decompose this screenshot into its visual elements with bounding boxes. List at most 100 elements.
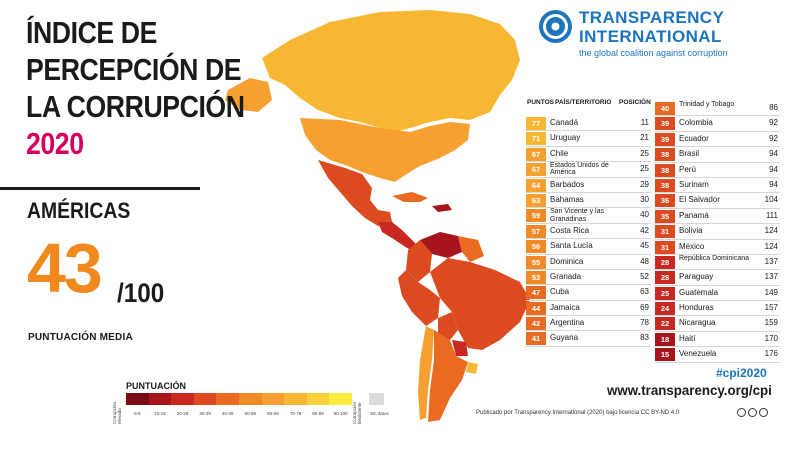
map-paraguay: [452, 340, 468, 356]
country-name: Costa Rica: [550, 225, 590, 235]
legend-no-data-label: Sin datos: [370, 411, 389, 416]
title-year: 2020: [26, 126, 84, 161]
country-name: México: [679, 241, 705, 251]
legend-swatch: [216, 393, 239, 405]
legend-swatch: [193, 393, 217, 405]
table-row: 31 México 124: [655, 240, 780, 255]
ti-logo-icon: [539, 10, 572, 43]
country-name: Perú: [679, 164, 696, 174]
country-name: El Salvador: [679, 195, 720, 205]
legend-bin-label: 40-49: [221, 411, 234, 416]
legend-swatch: [148, 393, 172, 405]
rank-value: 111: [765, 210, 778, 220]
country-name: Uruguay: [550, 133, 581, 143]
legend-swatch: [306, 393, 330, 405]
map-peru: [398, 270, 440, 326]
map-uruguay: [466, 362, 478, 374]
rank-value: 170: [764, 333, 778, 343]
country-name: Paraguay: [679, 272, 714, 282]
map-brasil: [430, 258, 530, 350]
rank-value: 86: [769, 103, 778, 112]
score-badge: 39: [655, 132, 675, 146]
legend-bin-label: 0-9: [134, 411, 141, 416]
average-label: PUNTUACIÓN MEDIA: [28, 332, 133, 343]
table-row: 42 Argentina 78: [526, 316, 651, 332]
score-denominator: /100: [117, 278, 165, 308]
map-colombia: [406, 240, 432, 282]
score-badge: 71: [526, 132, 546, 146]
table-row: 24 Honduras 157: [655, 301, 780, 317]
score-badge: 36: [655, 194, 675, 208]
rank-value: 69: [640, 302, 649, 312]
country-name: Argentina: [550, 318, 585, 328]
ranking-column-left: 77 Canadá 11 71 Uruguay 21 67 Chile 25 67 Estados …: [526, 116, 651, 347]
legend-bin-label: 80-89: [312, 411, 324, 416]
table-row: 56 Santa Lucía 45: [526, 239, 651, 255]
table-row: 40 Trinidad y Tobago 86: [655, 101, 780, 117]
legend-bin-label: 60-69: [267, 411, 279, 416]
region-label: AMÉRICAS: [27, 198, 131, 223]
score-badge: 15: [655, 348, 675, 362]
country-name: Guyana: [550, 333, 579, 343]
country-name: Bolivia: [679, 226, 703, 236]
legend-title: PUNTUACIÓN: [126, 381, 186, 391]
rank-value: 94: [769, 179, 778, 189]
score-badge: 59: [526, 209, 546, 223]
rank-value: 149: [764, 287, 778, 297]
map-cuba: [392, 192, 428, 202]
score-badge: 38: [655, 148, 675, 162]
score-badge: 67: [526, 163, 546, 177]
map-guyanas: [458, 236, 484, 262]
rank-value: 42: [640, 225, 649, 235]
legend-bin-label: 70-79: [289, 411, 302, 416]
score-badge: 64: [526, 178, 546, 192]
country-name: Cuba: [550, 287, 570, 297]
legend-bin-label: 10-19: [154, 411, 166, 416]
rank-value: 48: [640, 256, 649, 266]
rank-value: 52: [640, 271, 649, 281]
rank-value: 137: [764, 272, 778, 282]
rank-value: 94: [769, 149, 778, 159]
legend-bar: [126, 393, 352, 405]
rank-value: 92: [769, 118, 778, 128]
rank-value: 63: [640, 287, 649, 297]
table-row: 71 Uruguay 21: [526, 131, 651, 147]
table-row: 53 Granada 52: [526, 270, 651, 286]
table-row: 47 Cuba 63: [526, 285, 651, 301]
map-mexico: [318, 160, 392, 226]
rank-value: 30: [640, 194, 649, 204]
country-name: Colombia: [679, 118, 713, 128]
score-badge: 38: [655, 178, 675, 192]
score-badge: 55: [526, 255, 546, 269]
country-name: Brasil: [679, 149, 700, 159]
rank-value: 137: [764, 256, 778, 266]
legend-bin-label: 90-100: [333, 411, 348, 416]
table-row: 22 Nicaragua 159: [655, 316, 780, 332]
logo-line-2: INTERNATIONAL: [579, 27, 722, 46]
score-badge: 57: [526, 224, 546, 238]
logo-line-1: TRANSPARENCY: [579, 8, 725, 27]
website-link[interactable]: www.transparency.org/cpi: [607, 382, 772, 398]
rank-value: 45: [640, 241, 649, 251]
legend-right-label: Corrupción inexistente: [352, 401, 362, 424]
country-name: Santa Lucía: [550, 241, 593, 251]
license-credit: Publicado por Transparency International…: [476, 410, 680, 416]
country-name: Trinidad y Tobago: [679, 101, 735, 108]
country-name: Venezuela: [679, 349, 717, 359]
rank-value: 157: [764, 303, 778, 313]
average-score: 43: [27, 229, 103, 307]
country-name: Guatemala: [679, 287, 719, 297]
score-badge: 28: [655, 255, 675, 269]
country-name: Jamaica: [550, 302, 580, 312]
score-badge: 22: [655, 317, 675, 331]
table-row: 28 República Dominicana 137: [655, 255, 780, 271]
score-badge: 40: [655, 102, 675, 115]
score-badge: 41: [526, 332, 546, 346]
rank-value: 92: [769, 133, 778, 143]
rank-value: 94: [769, 164, 778, 174]
rank-value: 25: [640, 148, 649, 158]
legend-swatch: [329, 393, 352, 405]
country-name: Chile: [550, 148, 569, 158]
country-name: Estados Unidos de América: [550, 162, 609, 177]
header-rank: POSICIÓN: [619, 99, 651, 106]
